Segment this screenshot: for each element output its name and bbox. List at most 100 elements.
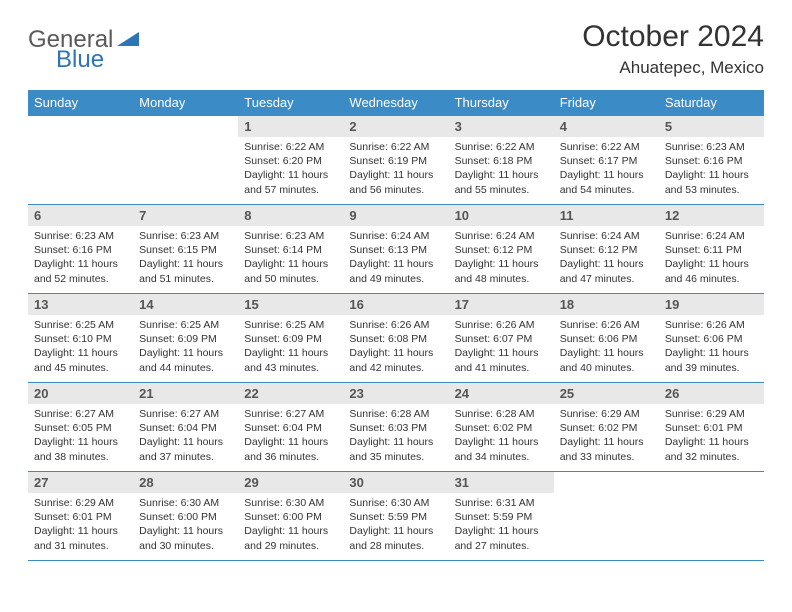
day-header: Friday xyxy=(554,90,659,116)
calendar-body: 1Sunrise: 6:22 AMSunset: 6:20 PMDaylight… xyxy=(28,116,764,561)
calendar-cell: 21Sunrise: 6:27 AMSunset: 6:04 PMDayligh… xyxy=(133,383,238,472)
day-details: Sunrise: 6:31 AMSunset: 5:59 PMDaylight:… xyxy=(449,493,554,559)
day-header-row: SundayMondayTuesdayWednesdayThursdayFrid… xyxy=(28,90,764,116)
day-number: 13 xyxy=(28,294,133,315)
calendar-cell: 5Sunrise: 6:23 AMSunset: 6:16 PMDaylight… xyxy=(659,116,764,205)
day-header: Thursday xyxy=(449,90,554,116)
calendar-cell xyxy=(28,116,133,205)
day-number: 31 xyxy=(449,472,554,493)
day-details: Sunrise: 6:29 AMSunset: 6:01 PMDaylight:… xyxy=(659,404,764,470)
calendar-row: 1Sunrise: 6:22 AMSunset: 6:20 PMDaylight… xyxy=(28,116,764,205)
day-details: Sunrise: 6:22 AMSunset: 6:20 PMDaylight:… xyxy=(238,137,343,203)
day-details: Sunrise: 6:22 AMSunset: 6:18 PMDaylight:… xyxy=(449,137,554,203)
day-number: 26 xyxy=(659,383,764,404)
calendar-row: 13Sunrise: 6:25 AMSunset: 6:10 PMDayligh… xyxy=(28,294,764,383)
title-block: October 2024 Ahuatepec, Mexico xyxy=(582,20,764,78)
day-number: 14 xyxy=(133,294,238,315)
calendar-cell: 28Sunrise: 6:30 AMSunset: 6:00 PMDayligh… xyxy=(133,472,238,561)
day-details: Sunrise: 6:25 AMSunset: 6:10 PMDaylight:… xyxy=(28,315,133,381)
location-label: Ahuatepec, Mexico xyxy=(582,58,764,78)
calendar-cell xyxy=(133,116,238,205)
day-number: 4 xyxy=(554,116,659,137)
day-number: 1 xyxy=(238,116,343,137)
calendar-cell: 8Sunrise: 6:23 AMSunset: 6:14 PMDaylight… xyxy=(238,205,343,294)
day-number: 16 xyxy=(343,294,448,315)
calendar-cell: 17Sunrise: 6:26 AMSunset: 6:07 PMDayligh… xyxy=(449,294,554,383)
day-details: Sunrise: 6:24 AMSunset: 6:12 PMDaylight:… xyxy=(554,226,659,292)
day-details: Sunrise: 6:24 AMSunset: 6:13 PMDaylight:… xyxy=(343,226,448,292)
day-details: Sunrise: 6:28 AMSunset: 6:03 PMDaylight:… xyxy=(343,404,448,470)
header: General October 2024 Ahuatepec, Mexico xyxy=(28,20,764,78)
day-number: 25 xyxy=(554,383,659,404)
day-details: Sunrise: 6:26 AMSunset: 6:06 PMDaylight:… xyxy=(554,315,659,381)
day-number: 17 xyxy=(449,294,554,315)
day-number: 15 xyxy=(238,294,343,315)
calendar-cell: 13Sunrise: 6:25 AMSunset: 6:10 PMDayligh… xyxy=(28,294,133,383)
day-details: Sunrise: 6:24 AMSunset: 6:11 PMDaylight:… xyxy=(659,226,764,292)
calendar-row: 27Sunrise: 6:29 AMSunset: 6:01 PMDayligh… xyxy=(28,472,764,561)
day-details: Sunrise: 6:30 AMSunset: 6:00 PMDaylight:… xyxy=(133,493,238,559)
calendar-cell: 20Sunrise: 6:27 AMSunset: 6:05 PMDayligh… xyxy=(28,383,133,472)
day-number: 10 xyxy=(449,205,554,226)
day-details: Sunrise: 6:26 AMSunset: 6:08 PMDaylight:… xyxy=(343,315,448,381)
logo-triangle-icon xyxy=(117,30,139,51)
day-details: Sunrise: 6:25 AMSunset: 6:09 PMDaylight:… xyxy=(238,315,343,381)
day-number: 21 xyxy=(133,383,238,404)
calendar-cell: 7Sunrise: 6:23 AMSunset: 6:15 PMDaylight… xyxy=(133,205,238,294)
calendar-cell: 1Sunrise: 6:22 AMSunset: 6:20 PMDaylight… xyxy=(238,116,343,205)
day-number: 9 xyxy=(343,205,448,226)
day-number: 8 xyxy=(238,205,343,226)
calendar-cell: 12Sunrise: 6:24 AMSunset: 6:11 PMDayligh… xyxy=(659,205,764,294)
day-header: Monday xyxy=(133,90,238,116)
day-details: Sunrise: 6:22 AMSunset: 6:19 PMDaylight:… xyxy=(343,137,448,203)
day-number: 24 xyxy=(449,383,554,404)
logo-text-blue: Blue xyxy=(56,46,104,73)
day-details: Sunrise: 6:27 AMSunset: 6:05 PMDaylight:… xyxy=(28,404,133,470)
calendar-cell: 15Sunrise: 6:25 AMSunset: 6:09 PMDayligh… xyxy=(238,294,343,383)
day-number: 7 xyxy=(133,205,238,226)
calendar-cell: 22Sunrise: 6:27 AMSunset: 6:04 PMDayligh… xyxy=(238,383,343,472)
day-details: Sunrise: 6:27 AMSunset: 6:04 PMDaylight:… xyxy=(238,404,343,470)
calendar-cell: 30Sunrise: 6:30 AMSunset: 5:59 PMDayligh… xyxy=(343,472,448,561)
day-details: Sunrise: 6:29 AMSunset: 6:02 PMDaylight:… xyxy=(554,404,659,470)
day-details: Sunrise: 6:26 AMSunset: 6:07 PMDaylight:… xyxy=(449,315,554,381)
day-number: 20 xyxy=(28,383,133,404)
day-header: Wednesday xyxy=(343,90,448,116)
calendar-cell: 25Sunrise: 6:29 AMSunset: 6:02 PMDayligh… xyxy=(554,383,659,472)
day-details: Sunrise: 6:23 AMSunset: 6:14 PMDaylight:… xyxy=(238,226,343,292)
day-details: Sunrise: 6:22 AMSunset: 6:17 PMDaylight:… xyxy=(554,137,659,203)
calendar-cell: 9Sunrise: 6:24 AMSunset: 6:13 PMDaylight… xyxy=(343,205,448,294)
day-number: 29 xyxy=(238,472,343,493)
calendar-cell: 6Sunrise: 6:23 AMSunset: 6:16 PMDaylight… xyxy=(28,205,133,294)
day-number: 23 xyxy=(343,383,448,404)
day-details: Sunrise: 6:25 AMSunset: 6:09 PMDaylight:… xyxy=(133,315,238,381)
day-header: Sunday xyxy=(28,90,133,116)
calendar-cell xyxy=(554,472,659,561)
logo-text-blue-wrap: Blue xyxy=(56,46,104,74)
calendar-cell: 19Sunrise: 6:26 AMSunset: 6:06 PMDayligh… xyxy=(659,294,764,383)
day-number: 28 xyxy=(133,472,238,493)
day-details: Sunrise: 6:23 AMSunset: 6:15 PMDaylight:… xyxy=(133,226,238,292)
calendar-row: 20Sunrise: 6:27 AMSunset: 6:05 PMDayligh… xyxy=(28,383,764,472)
calendar-cell: 18Sunrise: 6:26 AMSunset: 6:06 PMDayligh… xyxy=(554,294,659,383)
calendar-cell: 11Sunrise: 6:24 AMSunset: 6:12 PMDayligh… xyxy=(554,205,659,294)
calendar-cell: 29Sunrise: 6:30 AMSunset: 6:00 PMDayligh… xyxy=(238,472,343,561)
day-details: Sunrise: 6:26 AMSunset: 6:06 PMDaylight:… xyxy=(659,315,764,381)
day-details: Sunrise: 6:30 AMSunset: 5:59 PMDaylight:… xyxy=(343,493,448,559)
day-number: 5 xyxy=(659,116,764,137)
calendar-cell: 24Sunrise: 6:28 AMSunset: 6:02 PMDayligh… xyxy=(449,383,554,472)
day-number: 11 xyxy=(554,205,659,226)
day-header: Saturday xyxy=(659,90,764,116)
day-details: Sunrise: 6:23 AMSunset: 6:16 PMDaylight:… xyxy=(28,226,133,292)
calendar-cell: 3Sunrise: 6:22 AMSunset: 6:18 PMDaylight… xyxy=(449,116,554,205)
day-number: 27 xyxy=(28,472,133,493)
calendar-cell: 16Sunrise: 6:26 AMSunset: 6:08 PMDayligh… xyxy=(343,294,448,383)
day-number: 6 xyxy=(28,205,133,226)
calendar-cell: 10Sunrise: 6:24 AMSunset: 6:12 PMDayligh… xyxy=(449,205,554,294)
calendar-cell: 23Sunrise: 6:28 AMSunset: 6:03 PMDayligh… xyxy=(343,383,448,472)
calendar-cell: 31Sunrise: 6:31 AMSunset: 5:59 PMDayligh… xyxy=(449,472,554,561)
calendar-cell: 14Sunrise: 6:25 AMSunset: 6:09 PMDayligh… xyxy=(133,294,238,383)
day-number: 12 xyxy=(659,205,764,226)
page-title: October 2024 xyxy=(582,20,764,54)
calendar-row: 6Sunrise: 6:23 AMSunset: 6:16 PMDaylight… xyxy=(28,205,764,294)
